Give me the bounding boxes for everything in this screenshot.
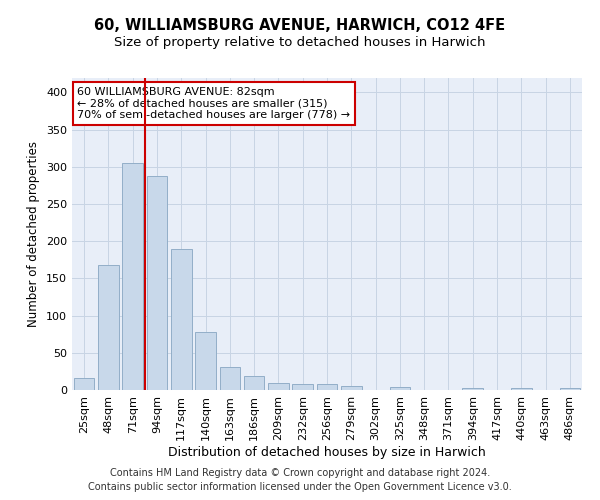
Bar <box>146 176 167 390</box>
Bar <box>122 163 143 390</box>
Text: 60, WILLIAMSBURG AVENUE, HARWICH, CO12 4FE: 60, WILLIAMSBURG AVENUE, HARWICH, CO12 4… <box>94 18 506 32</box>
Text: Contains public sector information licensed under the Open Government Licence v3: Contains public sector information licen… <box>88 482 512 492</box>
Bar <box>560 388 580 390</box>
Bar <box>463 388 483 390</box>
Bar <box>171 248 191 390</box>
Text: 60 WILLIAMSBURG AVENUE: 82sqm
← 28% of detached houses are smaller (315)
70% of : 60 WILLIAMSBURG AVENUE: 82sqm ← 28% of d… <box>77 87 350 120</box>
Bar <box>244 376 265 390</box>
X-axis label: Distribution of detached houses by size in Harwich: Distribution of detached houses by size … <box>168 446 486 458</box>
Bar <box>292 384 313 390</box>
Bar <box>511 388 532 390</box>
Bar <box>268 382 289 390</box>
Bar <box>74 378 94 390</box>
Bar <box>317 384 337 390</box>
Bar <box>341 386 362 390</box>
Text: Size of property relative to detached houses in Harwich: Size of property relative to detached ho… <box>114 36 486 49</box>
Bar <box>195 332 216 390</box>
Bar <box>98 265 119 390</box>
Y-axis label: Number of detached properties: Number of detached properties <box>28 141 40 327</box>
Bar <box>389 387 410 390</box>
Bar <box>220 367 240 390</box>
Text: Contains HM Land Registry data © Crown copyright and database right 2024.: Contains HM Land Registry data © Crown c… <box>110 468 490 477</box>
